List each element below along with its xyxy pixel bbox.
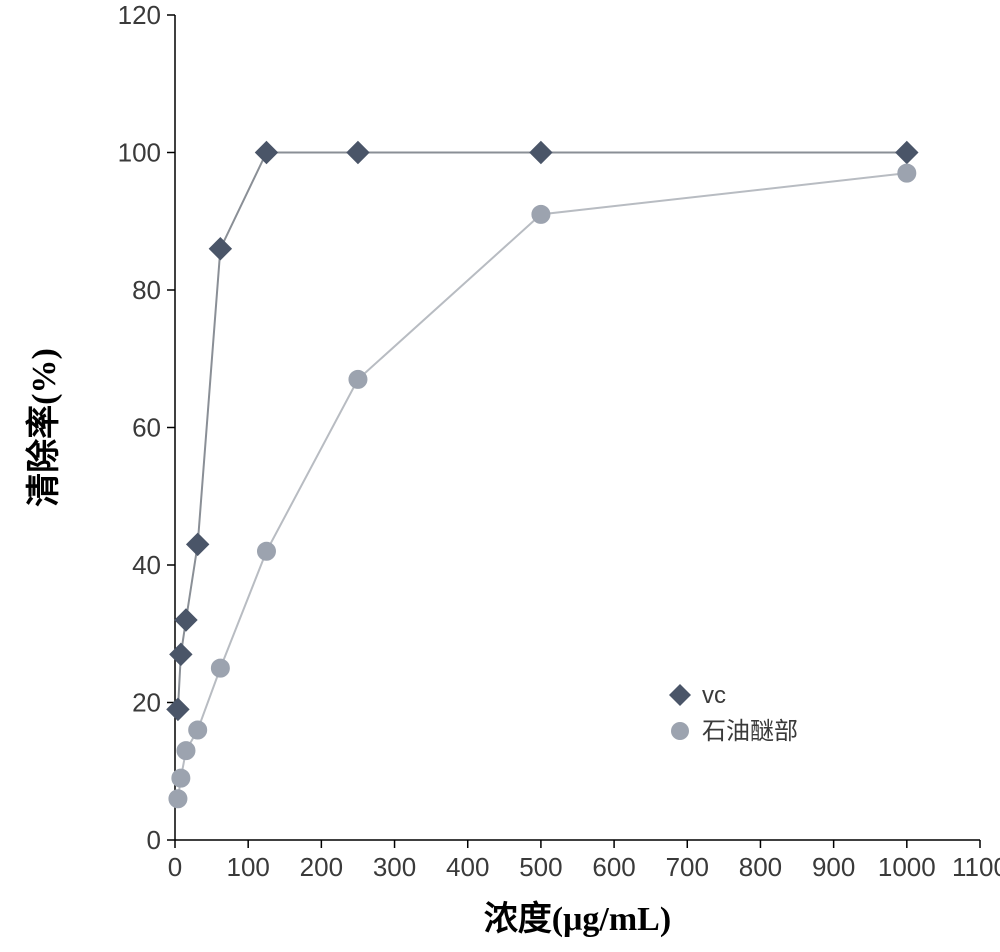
- marker-circle: [172, 769, 190, 787]
- legend-marker-diamond: [669, 684, 691, 706]
- y-tick-label: 60: [132, 413, 161, 443]
- x-tick-label: 700: [666, 852, 709, 882]
- legend-marker-circle: [671, 722, 689, 740]
- x-tick-label: 600: [592, 852, 635, 882]
- y-axis-title-group: 清除率(%): [24, 348, 63, 507]
- marker-circle: [169, 790, 187, 808]
- chart-svg: 0 100 200 300 400 500 600 700 800 900 1000 1100 0 20 4…: [0, 0, 1000, 952]
- x-tick-label: 1000: [878, 852, 936, 882]
- x-tick-label: 500: [519, 852, 562, 882]
- legend-label: vc: [702, 682, 726, 709]
- marker-circle: [189, 721, 207, 739]
- y-tick-label: 80: [132, 275, 161, 305]
- x-axis-title: 浓度(μg/mL): [484, 900, 671, 938]
- x-tick-label: 100: [226, 852, 269, 882]
- y-axis-title: 清除率(%): [24, 348, 63, 507]
- marker-diamond: [896, 142, 918, 164]
- marker-diamond: [187, 533, 209, 555]
- x-tick-label: 300: [373, 852, 416, 882]
- marker-diamond: [209, 238, 231, 260]
- marker-diamond: [255, 142, 277, 164]
- marker-circle: [257, 542, 275, 560]
- x-tick-label: 900: [812, 852, 855, 882]
- x-tick-label: 1100: [952, 852, 1000, 882]
- marker-circle: [898, 164, 916, 182]
- y-tick-label: 20: [132, 688, 161, 718]
- y-tick-label: 0: [147, 825, 161, 855]
- marker-circle: [349, 370, 367, 388]
- marker-diamond: [175, 609, 197, 631]
- marker-circle: [532, 205, 550, 223]
- x-tick-label: 400: [446, 852, 489, 882]
- marker-diamond: [167, 698, 189, 720]
- series-line-0: [178, 153, 907, 710]
- y-tick-label: 100: [118, 138, 161, 168]
- x-tick-label: 800: [739, 852, 782, 882]
- y-tick-label: 120: [118, 0, 161, 30]
- marker-circle: [177, 742, 195, 760]
- marker-diamond: [347, 142, 369, 164]
- x-tick-label: 200: [300, 852, 343, 882]
- chart-container: 0 100 200 300 400 500 600 700 800 900 1000 1100 0 20 4…: [0, 0, 1000, 952]
- legend-label: 石油醚部: [702, 718, 798, 745]
- marker-diamond: [170, 643, 192, 665]
- series-line-1: [178, 173, 907, 799]
- marker-circle: [211, 659, 229, 677]
- y-tick-label: 40: [132, 550, 161, 580]
- x-tick-label: 0: [168, 852, 182, 882]
- marker-diamond: [530, 142, 552, 164]
